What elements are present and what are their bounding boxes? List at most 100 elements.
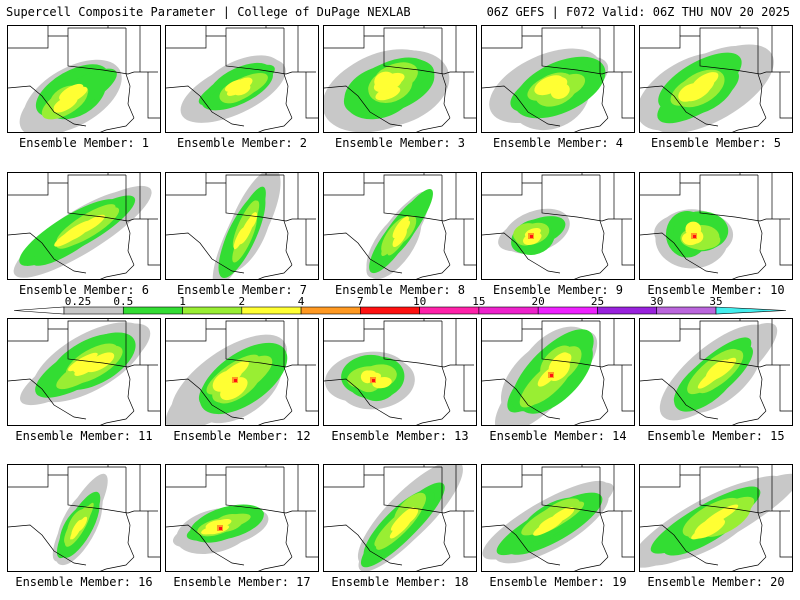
ensemble-panel-9: Ensemble Member: 9	[481, 172, 635, 297]
scale-tick-label: 7	[357, 296, 364, 308]
ensemble-map-4	[481, 25, 635, 133]
basemap-boundaries	[166, 319, 318, 425]
ensemble-member-label: Ensemble Member: 11	[15, 429, 153, 443]
ensemble-panel-10: Ensemble Member: 10	[639, 172, 793, 297]
ensemble-member-label: Ensemble Member: 13	[331, 429, 469, 443]
ensemble-panel-6: Ensemble Member: 6	[7, 172, 161, 297]
basemap-boundaries	[8, 319, 160, 425]
ensemble-member-label: Ensemble Member: 9	[492, 283, 624, 297]
ensemble-panel-18: Ensemble Member: 18	[323, 464, 477, 589]
scale-tick-label: 0.5	[113, 296, 133, 308]
scp-shading	[19, 59, 122, 132]
basemap-boundaries	[640, 465, 792, 571]
ensemble-member-label: Ensemble Member: 12	[173, 429, 311, 443]
basemap-boundaries	[640, 26, 792, 132]
basemap-boundaries	[8, 465, 160, 571]
ensemble-member-label: Ensemble Member: 17	[173, 575, 311, 589]
basemap-boundaries	[324, 26, 476, 132]
basemap-boundaries	[324, 319, 476, 425]
scale-segment-5	[360, 306, 420, 315]
ensemble-member-label: Ensemble Member: 5	[650, 136, 782, 150]
scale-tick-label: 0.25	[65, 296, 92, 308]
ensemble-panel-13: Ensemble Member: 13	[323, 318, 477, 443]
basemap-boundaries	[482, 173, 634, 279]
scale-tick-label: 4	[298, 296, 305, 308]
ensemble-member-label: Ensemble Member: 16	[15, 575, 153, 589]
run-valid-time: 06Z GEFS | F072 Valid: 06Z THU NOV 20 20…	[486, 5, 790, 19]
ensemble-member-label: Ensemble Member: 3	[334, 136, 466, 150]
scp-shading	[494, 326, 598, 425]
scale-segment-below	[13, 306, 65, 315]
ensemble-member-label: Ensemble Member: 18	[331, 575, 469, 589]
ensemble-panel-1: Ensemble Member: 1	[7, 25, 161, 150]
ensemble-panel-17: Ensemble Member: 17	[165, 464, 319, 589]
ensemble-member-label: Ensemble Member: 1	[18, 136, 150, 150]
scale-segment-above	[715, 306, 787, 315]
ensemble-map-5	[639, 25, 793, 133]
ensemble-map-13	[323, 318, 477, 426]
scp-shading	[13, 185, 152, 278]
scale-segment-1	[122, 306, 183, 315]
ensemble-map-11	[7, 318, 161, 426]
basemap-boundaries	[482, 319, 634, 425]
scale-segment-0	[63, 306, 124, 315]
ensemble-member-label: Ensemble Member: 2	[176, 136, 308, 150]
scale-segment-10	[656, 306, 717, 315]
ensemble-map-8	[323, 172, 477, 280]
ensemble-member-label: Ensemble Member: 15	[647, 429, 785, 443]
ensemble-panel-4: Ensemble Member: 4	[481, 25, 635, 150]
scp-shading	[212, 173, 281, 279]
basemap-boundaries	[8, 173, 160, 279]
ensemble-map-2	[165, 25, 319, 133]
ensemble-panel-12: Ensemble Member: 12	[165, 318, 319, 443]
scp-shading	[659, 322, 778, 421]
ensemble-map-18	[323, 464, 477, 572]
basemap-boundaries	[640, 173, 792, 279]
basemap-boundaries	[482, 26, 634, 132]
scale-segment-9	[597, 306, 658, 315]
ensemble-panel-14: Ensemble Member: 14	[481, 318, 635, 443]
scale-tick-label: 10	[413, 296, 426, 308]
ensemble-panel-11: Ensemble Member: 11	[7, 318, 161, 443]
ensemble-panel-15: Ensemble Member: 15	[639, 318, 793, 443]
ensemble-map-14	[481, 318, 635, 426]
scp-shading	[482, 480, 614, 564]
scale-tick-label: 25	[591, 296, 604, 308]
basemap-boundaries	[166, 465, 318, 571]
basemap-boundaries	[324, 173, 476, 279]
ensemble-panel-7: Ensemble Member: 7	[165, 172, 319, 297]
ensemble-member-label: Ensemble Member: 7	[176, 283, 308, 297]
ensemble-map-9	[481, 172, 635, 280]
scp-shading	[357, 465, 463, 571]
scale-tick-label: 2	[239, 296, 246, 308]
ensemble-map-17	[165, 464, 319, 572]
ensemble-member-label: Ensemble Member: 4	[492, 136, 624, 150]
ensemble-member-label: Ensemble Member: 14	[489, 429, 627, 443]
ensemble-map-19	[481, 464, 635, 572]
scale-tick-label: 1	[179, 296, 186, 308]
ensemble-panel-16: Ensemble Member: 16	[7, 464, 161, 589]
scale-segment-3	[241, 306, 302, 315]
ensemble-member-label: Ensemble Member: 8	[334, 283, 466, 297]
ensemble-map-3	[323, 25, 477, 133]
scp-shading	[640, 473, 792, 568]
color-scale-legend: 0.25 0.5 1 2 4 7 10 15 20 25 30 35	[0, 296, 800, 318]
ensemble-map-10	[639, 172, 793, 280]
ensemble-panel-20: Ensemble Member: 20	[639, 464, 793, 589]
ensemble-map-6	[7, 172, 161, 280]
scp-shading	[20, 322, 151, 406]
scale-segment-6	[419, 306, 480, 315]
ensemble-map-7	[165, 172, 319, 280]
chart-title: Supercell Composite Parameter | College …	[6, 5, 411, 19]
ensemble-map-20	[639, 464, 793, 572]
ensemble-panel-19: Ensemble Member: 19	[481, 464, 635, 589]
ensemble-panel-5: Ensemble Member: 5	[639, 25, 793, 150]
basemap-boundaries	[166, 26, 318, 132]
scp-shading	[366, 189, 433, 279]
scale-tick-label: 35	[709, 296, 722, 308]
scale-tick-label: 15	[472, 296, 485, 308]
basemap-boundaries	[324, 465, 476, 571]
ensemble-member-label: Ensemble Member: 19	[489, 575, 627, 589]
scp-shading	[324, 49, 450, 132]
scale-tick-label: 30	[650, 296, 663, 308]
